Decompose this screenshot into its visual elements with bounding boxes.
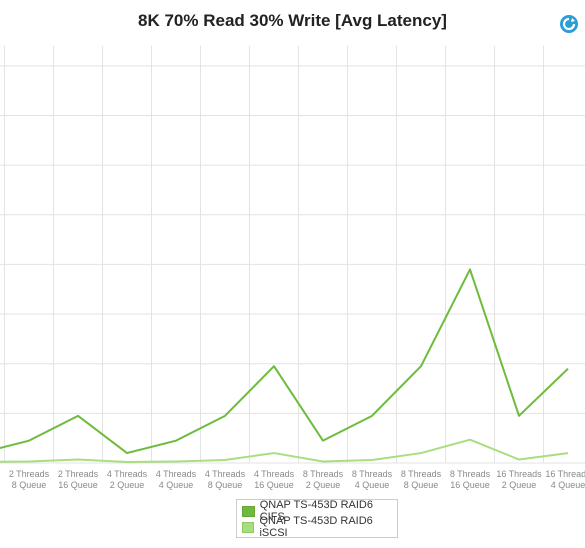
x-tick-label: 16 Threads — [545, 469, 585, 479]
x-tick-label: 4 Threads — [254, 469, 295, 479]
x-tick-label: 2 Queue — [110, 480, 145, 490]
x-tick-label: 8 Queue — [208, 480, 243, 490]
x-tick-label: 2 Threads — [9, 469, 50, 479]
x-tick-label: 16 Threads — [496, 469, 542, 479]
x-tick-label: 16 Queue — [450, 480, 490, 490]
series-lines — [0, 268, 569, 464]
x-tick-label: 4 Queue — [355, 480, 390, 490]
legend: QNAP TS-453D RAID6 CIFS QNAP TS-453D RAI… — [236, 499, 398, 539]
legend-label-iscsi: QNAP TS-453D RAID6 iSCSI — [259, 515, 373, 539]
x-tick-label: 8 Threads — [401, 469, 442, 479]
legend-item-iscsi[interactable]: QNAP TS-453D RAID6 iSCSI — [242, 515, 397, 539]
x-tick-label: 4 Threads — [156, 469, 197, 479]
chart-title: 8K 70% Read 30% Write [Avg Latency] — [138, 11, 447, 30]
legend-swatch-cifs — [242, 505, 255, 517]
x-tick-label: 2 Queue — [306, 480, 341, 490]
x-tick-label: 1 Threads — [0, 469, 1, 479]
legend-label-cifs: QNAP TS-453D RAID6 CIFS — [259, 499, 373, 523]
series-line-1 — [0, 438, 569, 464]
x-tick-label: 8 Threads — [303, 469, 344, 479]
x-tick-label: 2 Threads — [58, 469, 99, 479]
x-tick-label: 8 Threads — [352, 469, 393, 479]
x-tick-label: 8 Threads — [450, 469, 491, 479]
x-tick-label: 8 Queue — [12, 480, 47, 490]
legend-swatch-iscsi — [242, 521, 255, 533]
x-tick-label: 16 Queue — [254, 480, 294, 490]
x-tick-label: 2 Queue — [502, 480, 537, 490]
x-tick-label: 16 Queue — [58, 480, 98, 490]
x-tick-label: 4 Threads — [107, 469, 148, 479]
refresh-logo-icon[interactable] — [559, 14, 579, 34]
x-tick-label: 4 Queue — [551, 480, 585, 490]
legend-item-cifs[interactable]: QNAP TS-453D RAID6 CIFS — [242, 499, 397, 523]
x-tick-label: 8 Queue — [404, 480, 439, 490]
x-tick-label: 4 Threads — [205, 469, 246, 479]
grid — [0, 46, 585, 464]
series-line-0 — [0, 268, 569, 455]
x-tick-label: 4 Queue — [159, 480, 194, 490]
